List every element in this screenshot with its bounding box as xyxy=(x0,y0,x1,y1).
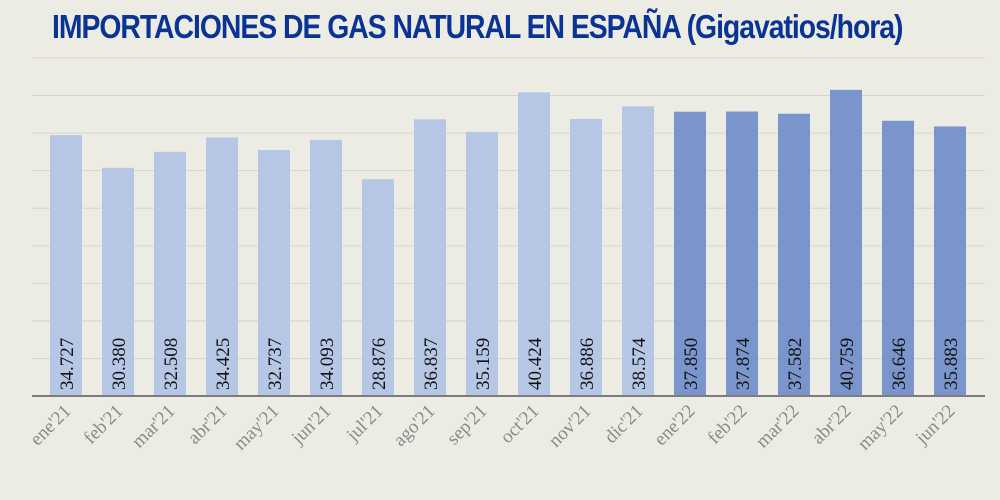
bar-jun'21 xyxy=(310,139,342,396)
data-label: 36.886 xyxy=(577,338,598,390)
data-label: 35.159 xyxy=(473,338,494,390)
data-label: 40.759 xyxy=(837,338,858,390)
bar-mar'21 xyxy=(154,151,186,396)
bar-mar'22 xyxy=(778,113,810,397)
x-tick-label: mar'21 xyxy=(128,401,180,453)
x-tick-label: sep'21 xyxy=(443,401,492,450)
bar-ago'21 xyxy=(414,119,446,396)
bar-may'22 xyxy=(882,120,914,396)
x-tick-label: oct'21 xyxy=(496,401,543,448)
x-tick-label: nov'21 xyxy=(545,401,596,452)
x-tick-label: ene'21 xyxy=(26,401,75,450)
data-label: 38.574 xyxy=(629,337,650,390)
x-tick-label: jul'21 xyxy=(342,401,388,447)
data-label: 36.646 xyxy=(889,338,910,390)
x-tick-label: dic'21 xyxy=(600,401,647,448)
data-label: 30.380 xyxy=(109,338,130,390)
data-label: 34.727 xyxy=(57,338,78,390)
bar-jun'22 xyxy=(934,126,966,397)
x-tick-label: ago'21 xyxy=(389,401,439,451)
data-label: 37.874 xyxy=(733,337,754,390)
data-label: 40.424 xyxy=(525,337,546,390)
chart-title: IMPORTACIONES DE GAS NATURAL EN ESPAÑA (… xyxy=(52,8,903,45)
bar-feb'21 xyxy=(102,167,134,396)
data-label: 34.093 xyxy=(317,338,338,390)
x-tick-label: may'22 xyxy=(854,401,908,455)
x-tick-label: ene'22 xyxy=(650,401,699,450)
bar-sep'21 xyxy=(466,131,498,396)
data-label: 35.883 xyxy=(941,338,962,390)
bar-abr'22 xyxy=(830,89,862,397)
x-tick-label: feb'21 xyxy=(80,401,128,449)
x-tick-label: abr'22 xyxy=(808,401,856,449)
x-tick-label: may'21 xyxy=(230,401,284,455)
data-label: 34.425 xyxy=(213,338,234,390)
data-label: 28.876 xyxy=(369,338,390,390)
x-tick-label: feb'22 xyxy=(704,401,752,449)
bar-oct'21 xyxy=(518,92,550,396)
bar-ene'22 xyxy=(674,111,706,397)
data-label: 36.837 xyxy=(421,338,442,390)
data-label: 32.737 xyxy=(265,338,286,390)
x-tick-label: jun'22 xyxy=(911,401,960,450)
bar-nov'21 xyxy=(570,118,602,396)
x-tick-label: jun'21 xyxy=(287,401,336,450)
x-tick-label: mar'22 xyxy=(752,401,804,453)
bar-may'21 xyxy=(258,150,290,396)
bar-ene'21 xyxy=(50,135,82,396)
bar-jul'21 xyxy=(362,179,394,396)
data-label: 32.508 xyxy=(161,338,182,390)
bar-feb'22 xyxy=(726,111,758,397)
bars xyxy=(50,89,966,397)
bar-dic'21 xyxy=(622,106,654,396)
x-tick-label: abr'21 xyxy=(184,401,232,449)
data-label: 37.582 xyxy=(785,338,806,390)
data-label: 37.850 xyxy=(681,338,702,390)
bar-abr'21 xyxy=(206,137,238,396)
gridlines xyxy=(32,57,985,359)
data-labels: 34.727 30.380 32.508 34.425 32.737 34.093 28.8… xyxy=(57,337,962,390)
